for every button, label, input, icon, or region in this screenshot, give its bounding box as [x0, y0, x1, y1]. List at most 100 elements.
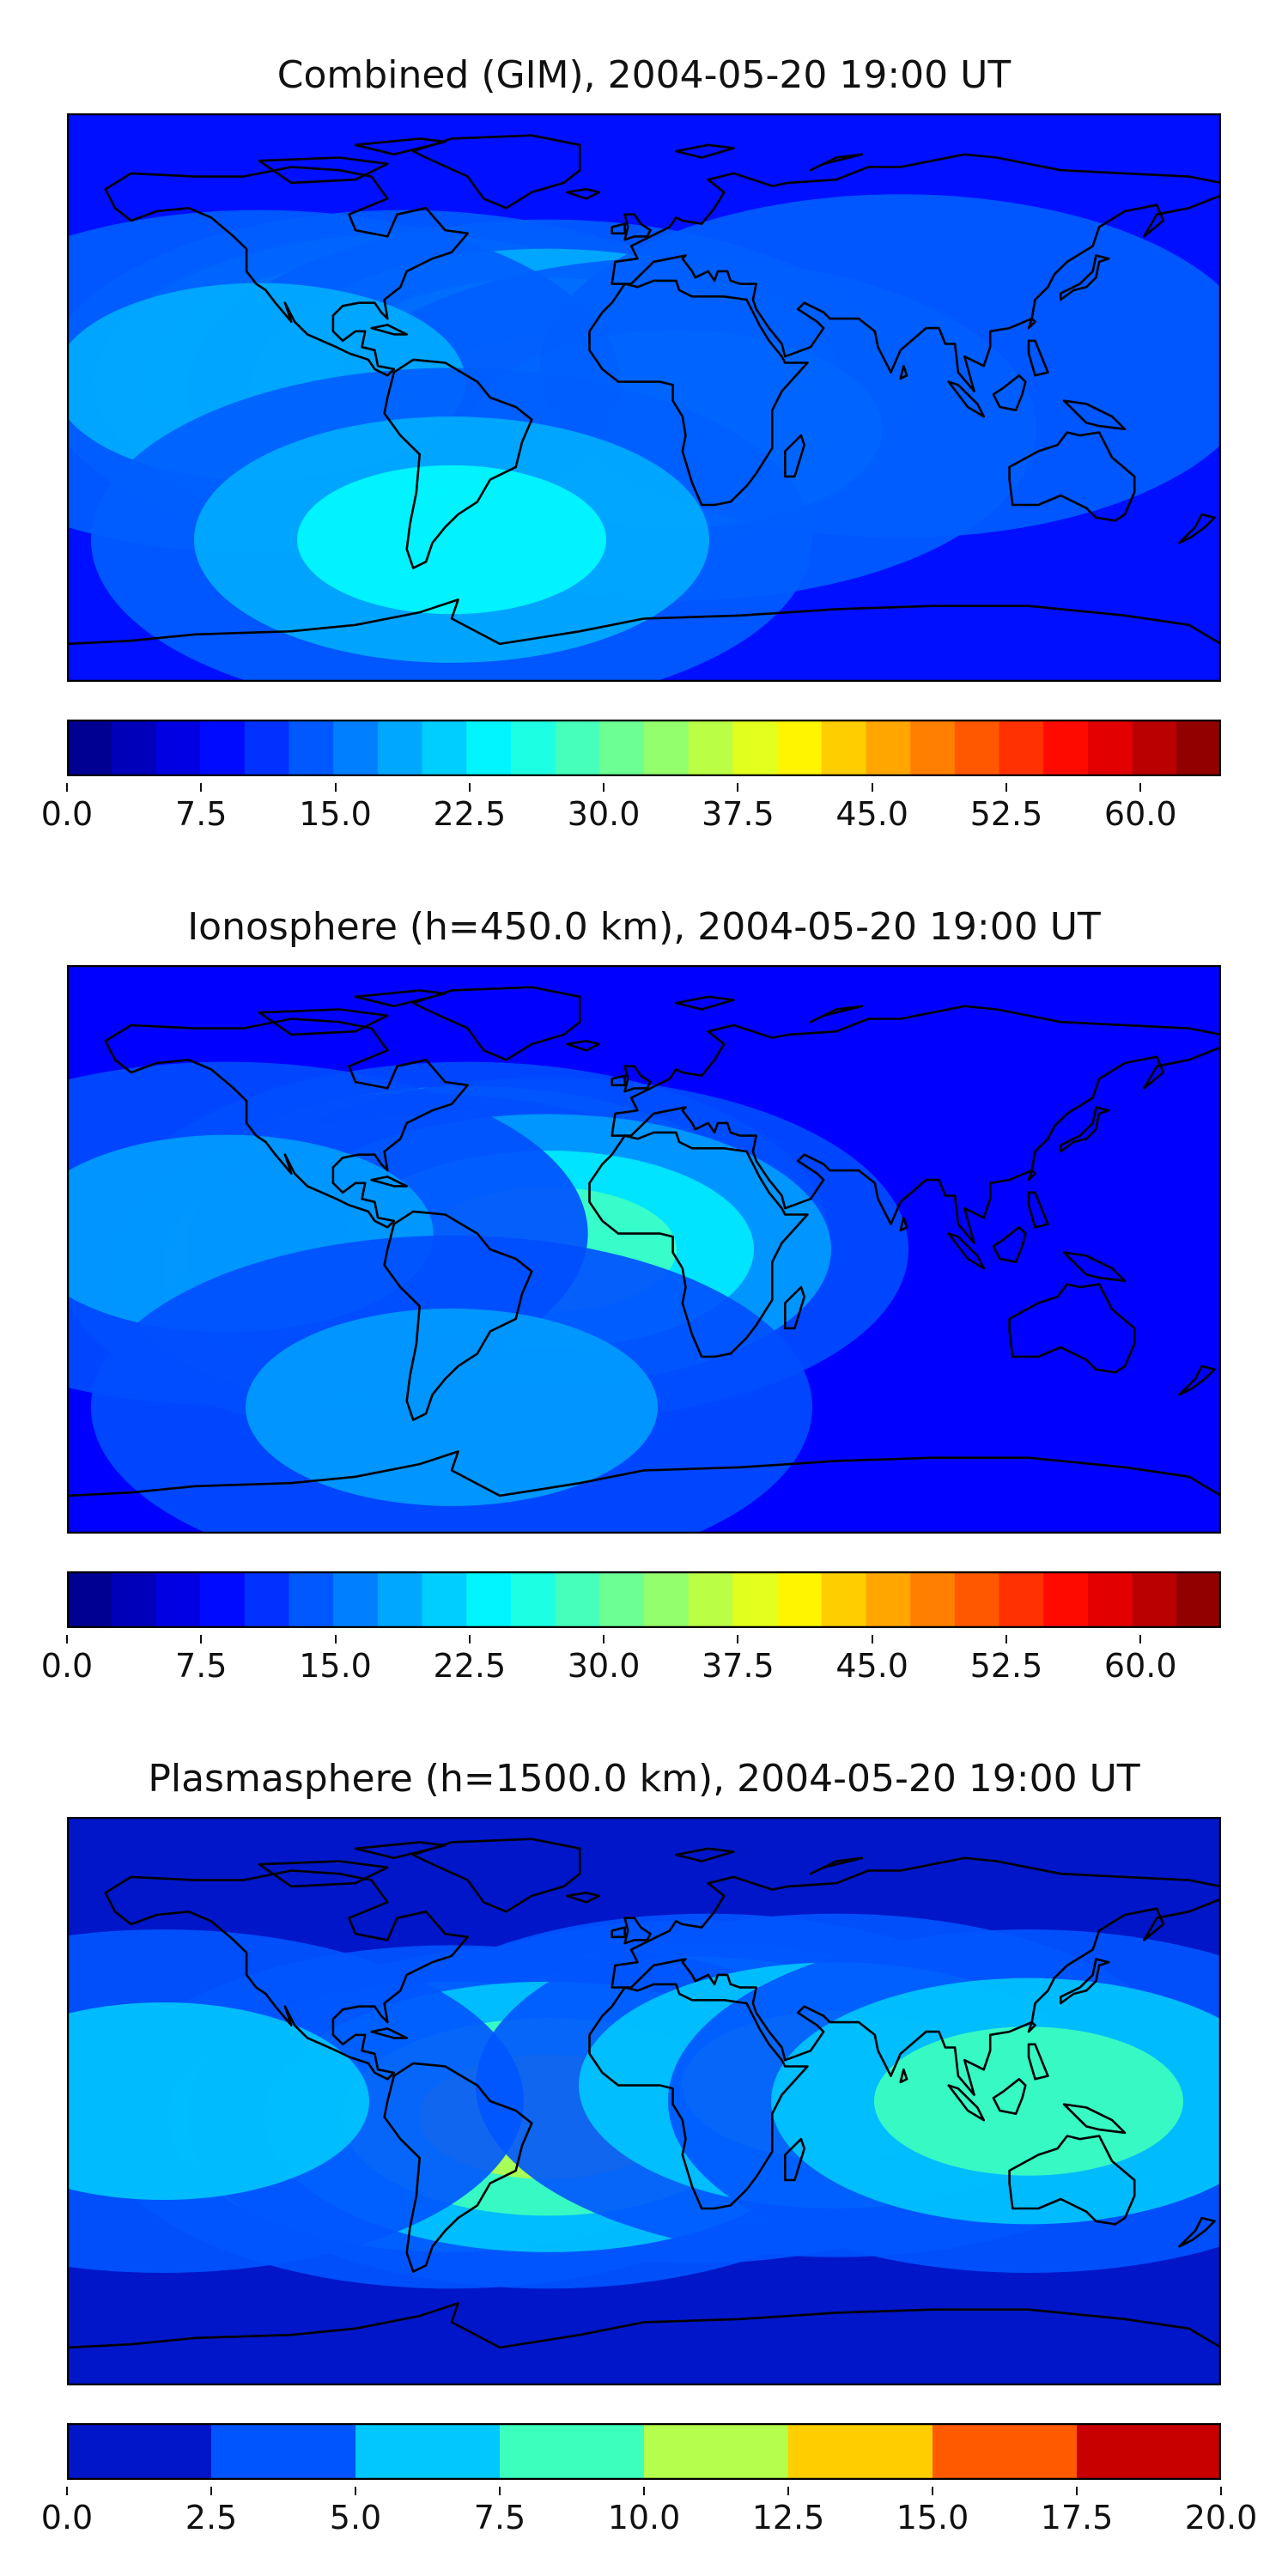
- colorbar-swatch: [510, 720, 556, 776]
- coastline: [354, 137, 447, 156]
- colorbar-swatch: [422, 720, 467, 776]
- tick-mark: [355, 2487, 356, 2495]
- coastline: [899, 1216, 908, 1232]
- tick-label: 45.0: [835, 795, 908, 833]
- tick-label: 15.0: [896, 2499, 969, 2537]
- colorbar-ticks: 0.0 7.5 15.0 22.5 30.0 37.5 45.0 52.5 60.0: [41, 783, 1221, 847]
- coastline: [623, 1917, 652, 1945]
- colorbar-swatch: [821, 1571, 867, 1628]
- coastline: [809, 1005, 864, 1024]
- coastline: [675, 143, 735, 159]
- colorbar-swatch: [289, 1571, 334, 1628]
- colorbar-swatch: [1077, 2423, 1221, 2480]
- coastline: [1027, 1191, 1049, 1229]
- coastline: [992, 1226, 1027, 1263]
- coastline: [611, 222, 626, 235]
- coastline: [611, 1074, 626, 1087]
- colorbar-swatch: [866, 720, 911, 776]
- coastline: [1027, 2043, 1049, 2081]
- coastline: [566, 188, 600, 200]
- colorbar-swatch: [111, 1571, 156, 1628]
- chart-title: Combined (GIM), 2004-05-20 19:00 UT: [276, 53, 1012, 97]
- coastline: [67, 598, 1221, 682]
- coastline: [370, 324, 408, 336]
- colorbar-swatch: [1176, 720, 1221, 776]
- coastline: [611, 1005, 1221, 1244]
- colorbar-swatch: [500, 2423, 645, 2480]
- tick-mark: [1139, 1635, 1142, 1643]
- colorbar-swatch: [732, 720, 778, 776]
- coastline: [784, 1285, 805, 1330]
- tick-label: 0.0: [40, 1647, 94, 1685]
- colorbar-swatch: [377, 1571, 423, 1628]
- coastline: [67, 2302, 1221, 2385]
- colorbar-swatch: [910, 1571, 956, 1628]
- colorbar-swatch: [155, 720, 201, 776]
- coastline: [566, 1040, 600, 1052]
- colorbar-swatch: [688, 1571, 733, 1628]
- tick-label: 37.5: [702, 795, 775, 833]
- tick-mark: [200, 1635, 203, 1643]
- colorbar-swatch: [555, 720, 600, 776]
- coastline: [1062, 1251, 1127, 1283]
- colorbar-swatch: [422, 1571, 467, 1628]
- colorbar: [67, 1571, 1221, 1628]
- tick-label: 30.0: [567, 1647, 641, 1685]
- tick-label: 20.0: [1184, 2499, 1258, 2537]
- colorbar-swatch: [466, 720, 512, 776]
- tick-mark: [737, 1635, 739, 1643]
- tick-label: 52.5: [969, 795, 1043, 833]
- tick-mark: [603, 783, 605, 792]
- coastline: [675, 1847, 735, 1862]
- tick-mark: [468, 1635, 471, 1643]
- coastline: [588, 279, 809, 507]
- tick-mark: [1005, 1635, 1007, 1643]
- coastline: [1027, 2020, 1036, 2033]
- coastline: [1008, 431, 1136, 522]
- colorbar-swatch: [377, 720, 423, 776]
- colorbar-swatch: [732, 1571, 778, 1628]
- tick-mark: [499, 2487, 501, 2495]
- colorbar-swatch: [999, 1571, 1044, 1628]
- colorbar-swatch: [599, 720, 645, 776]
- colorbar-swatch: [1043, 1571, 1089, 1628]
- tick-label: 12.5: [751, 2499, 825, 2537]
- coastline: [1178, 1364, 1216, 1396]
- coastline: [1178, 513, 1216, 544]
- tick-mark: [1005, 783, 1007, 792]
- colorbar-swatch: [244, 1571, 290, 1628]
- coastline: [370, 1176, 408, 1188]
- tick-label: 0.0: [40, 795, 94, 833]
- tick-mark: [871, 1635, 873, 1643]
- tick-label: 52.5: [969, 1647, 1043, 1685]
- tick-label: 5.0: [329, 2499, 382, 2537]
- tick-mark: [871, 783, 873, 792]
- colorbar-swatch: [1043, 720, 1089, 776]
- coastline: [947, 2084, 985, 2122]
- tick-mark: [210, 2487, 212, 2495]
- coastline: [354, 989, 447, 1008]
- tick-mark: [737, 783, 739, 792]
- chart-title: Ionosphere (h=450.0 km), 2004-05-20 19:0…: [187, 905, 1101, 949]
- colorbar-swatch: [111, 720, 156, 776]
- tick-mark: [468, 783, 471, 792]
- tick-label: 10.0: [607, 2499, 681, 2537]
- coastline: [1027, 339, 1049, 377]
- tick-mark: [932, 2487, 933, 2495]
- colorbar-swatch: [555, 1571, 600, 1628]
- coastline: [354, 1841, 447, 1860]
- coastline: [992, 374, 1027, 411]
- tick-mark: [1139, 783, 1142, 792]
- coastline: [947, 380, 985, 418]
- coastline: [258, 1860, 389, 1888]
- colorbar-swatch: [211, 2423, 356, 2480]
- colorbar-swatch: [466, 1571, 512, 1628]
- colorbar-swatch: [954, 720, 1000, 776]
- tick-label: 17.5: [1040, 2499, 1114, 2537]
- coastline: [899, 2068, 908, 2084]
- coastline: [1008, 1283, 1136, 1374]
- map-frame: [67, 965, 1221, 1534]
- coastline: [611, 153, 1221, 392]
- colorbar-swatch: [933, 2423, 1078, 2480]
- coastline: [947, 1232, 985, 1270]
